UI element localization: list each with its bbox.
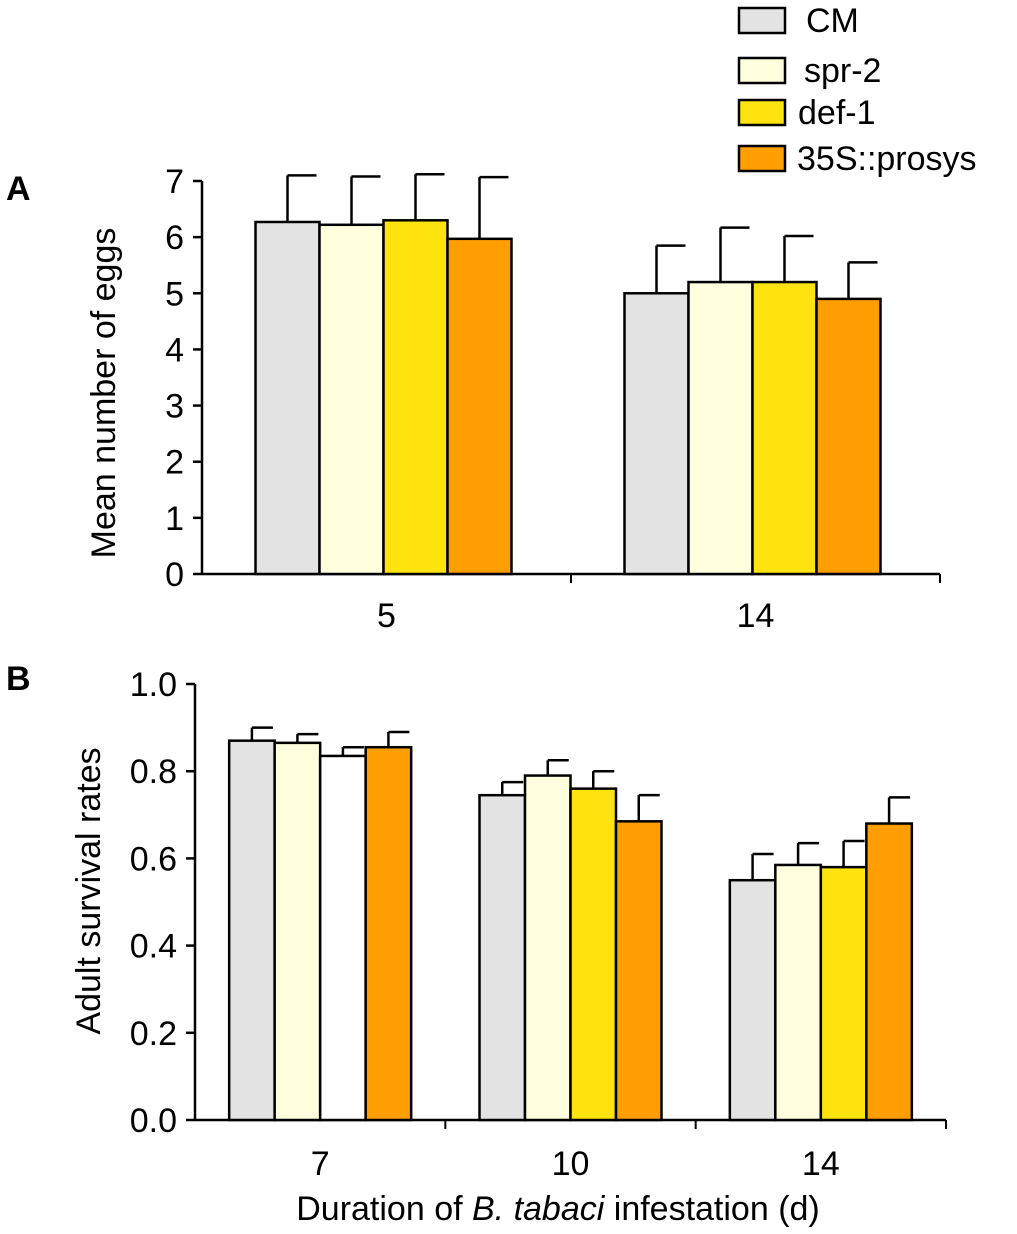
- panel-b-label: B: [6, 660, 31, 698]
- panel-a: A Mean number of eggs 0 1 2 3 4 5 6 7 5 14: [6, 163, 941, 635]
- x-tick-label: 14: [802, 1145, 840, 1183]
- panel-b-y-ticks: 0.0 0.2 0.4 0.6 0.8 1.0: [130, 666, 195, 1140]
- panel-b: B Adult survival rates 0.0 0.2 0.4 0.6 0.8 1.…: [6, 660, 947, 1228]
- legend-swatch-def-1: [737, 98, 787, 127]
- panel-a-y-axis-label: Mean number of eggs: [85, 228, 123, 559]
- y-tick-label: 6: [165, 219, 184, 257]
- legend-swatch-spr-2: [737, 56, 787, 85]
- panel-b-y-axis-label: Adult survival rates: [70, 747, 108, 1034]
- y-tick-label: 0.2: [130, 1015, 177, 1053]
- bar-35s-prosys-7: [364, 745, 413, 1122]
- legend-swatch-cm: [737, 6, 787, 35]
- panel-a-bars: [254, 173, 882, 576]
- bar-cm-7: [227, 739, 276, 1122]
- legend-label-cm: CM: [806, 2, 859, 40]
- legend-entry-cm: CM: [737, 2, 859, 40]
- bar-spr-2-14: [687, 280, 754, 576]
- x-tick-label: 7: [311, 1145, 330, 1183]
- legend-label-def-1: def-1: [798, 94, 876, 132]
- bar-cm-5: [254, 220, 321, 576]
- bar-spr-2-10: [523, 774, 572, 1122]
- y-tick-label: 1.0: [130, 666, 177, 704]
- x-axis-label-species: B. tabaci: [472, 1190, 606, 1228]
- y-tick-label: 0: [165, 556, 184, 594]
- legend-label-35s-prosys: 35S::prosys: [797, 140, 977, 178]
- bar-def-1-5: [382, 219, 449, 576]
- panel-a-y-ticks: 0 1 2 3 4 5 6 7: [165, 163, 202, 594]
- y-tick-label: 2: [165, 444, 184, 482]
- panel-b-bars: [227, 726, 914, 1122]
- panel-b-x-axis-label: Duration of B. tabaci infestation (d): [296, 1190, 820, 1228]
- bar-35s-prosys-14: [865, 822, 914, 1122]
- bar-cm-14: [623, 292, 690, 576]
- bar-def-1-14: [751, 280, 818, 576]
- legend-label-spr-2: spr-2: [804, 52, 881, 90]
- y-tick-label: 0.0: [130, 1102, 177, 1140]
- panel-a-x-ticks: 5 14: [377, 574, 941, 635]
- legend-entry-35s-prosys: 35S::prosys: [737, 140, 977, 178]
- bar-35s-prosys-14: [815, 297, 882, 576]
- y-tick-label: 4: [165, 331, 184, 369]
- y-tick-label: 7: [165, 163, 184, 201]
- bar-cm-10: [478, 793, 527, 1122]
- y-tick-label: 0.6: [130, 840, 177, 878]
- y-tick-label: 0.8: [130, 753, 177, 791]
- legend-entry-spr-2: spr-2: [737, 52, 881, 90]
- bar-def-1-14: [819, 865, 868, 1122]
- panel-a-label: A: [6, 170, 31, 208]
- x-tick-label: 10: [552, 1145, 590, 1183]
- legend-swatch-35s-prosys: [737, 144, 787, 173]
- y-tick-label: 3: [165, 388, 184, 426]
- bar-cm-14: [728, 878, 777, 1122]
- legend-entry-def-1: def-1: [737, 94, 876, 132]
- panel-b-x-ticks: 7 10 14: [311, 1120, 947, 1183]
- bar-spr-2-5: [318, 223, 385, 576]
- y-tick-label: 5: [165, 275, 184, 313]
- bar-spr-2-14: [774, 863, 823, 1122]
- x-tick-label: 14: [737, 597, 775, 635]
- bar-35s-prosys-5: [446, 237, 513, 576]
- x-tick-label: 5: [377, 597, 396, 635]
- y-tick-label: 0.4: [130, 928, 177, 966]
- legend: CM spr-2 def-1 35S::prosys: [737, 2, 977, 178]
- x-axis-label-part-2: infestation (d): [604, 1190, 819, 1228]
- y-tick-label: 1: [165, 500, 184, 538]
- bar-35s-prosys-10: [614, 820, 663, 1122]
- x-axis-label-part-1: Duration of: [296, 1190, 472, 1228]
- bar-def-1-7: [318, 754, 367, 1122]
- bar-def-1-10: [569, 787, 618, 1122]
- bar-spr-2-7: [273, 741, 322, 1122]
